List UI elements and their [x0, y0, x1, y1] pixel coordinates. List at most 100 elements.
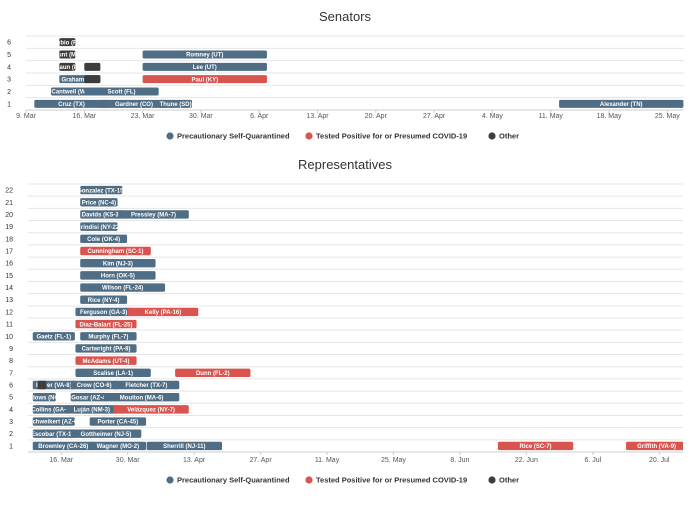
timeline-bar-rect[interactable] [113, 380, 180, 390]
timeline-bar-rect[interactable] [175, 368, 251, 378]
timeline-bar[interactable]: Gonzalez (TX-15) [77, 185, 125, 195]
legend-item-positive[interactable]: Tested Positive for or Presumed COVID-19 [305, 132, 467, 141]
timeline-bar-rect[interactable] [159, 99, 192, 108]
timeline-bar-rect[interactable] [80, 234, 128, 244]
legend-label[interactable]: Precautionary Self-Quarantined [177, 476, 290, 485]
timeline-bar[interactable] [37, 380, 47, 390]
timeline-bar[interactable]: Horn (OK-5) [80, 271, 156, 280]
timeline-bar[interactable]: Scalise (LA-1) [75, 368, 151, 378]
timeline-bar-rect[interactable] [75, 307, 132, 317]
legend-marker[interactable] [166, 476, 174, 484]
timeline-bar-rect[interactable] [103, 392, 180, 402]
timeline-bar[interactable]: Blunt (MO) [52, 50, 83, 59]
timeline-bar[interactable]: Fletcher (TX-7) [113, 380, 180, 390]
timeline-bar-rect[interactable] [75, 319, 137, 329]
timeline-bar-rect[interactable] [84, 62, 101, 71]
timeline-bar-rect[interactable] [113, 405, 189, 414]
legend-item-precautionary[interactable]: Precautionary Self-Quarantined [166, 132, 290, 141]
timeline-bar[interactable]: Murphy (FL-7) [80, 332, 137, 341]
timeline-bar-rect[interactable] [32, 405, 71, 414]
timeline-bar-rect[interactable] [70, 429, 142, 438]
timeline-bar[interactable]: Gardner (CO) [100, 99, 167, 108]
timeline-bar[interactable]: Rubio (FL) [52, 38, 82, 47]
timeline-bar[interactable]: Cartwright (PA-8) [75, 344, 137, 353]
timeline-bar[interactable]: Moulton (MA-6) [103, 392, 180, 402]
timeline-bar[interactable]: Kim (NJ-3) [80, 258, 156, 268]
timeline-bar[interactable]: Brownley (CA-26) [32, 441, 94, 451]
timeline-bar[interactable]: Meadows (NC-11) [19, 392, 69, 402]
timeline-bar-rect[interactable] [75, 368, 151, 378]
timeline-bar-rect[interactable] [59, 62, 76, 71]
timeline-bar[interactable]: Diaz-Balart (FL-25) [75, 319, 137, 329]
timeline-bar[interactable]: Collins (GA-9) [31, 405, 71, 414]
legend-marker[interactable] [305, 132, 313, 140]
legend-label[interactable]: Other [499, 476, 519, 485]
timeline-bar-rect[interactable] [80, 295, 128, 304]
timeline-bar-rect[interactable] [559, 99, 684, 108]
timeline-bar-rect[interactable] [142, 50, 267, 59]
timeline-bar[interactable]: Kelly (PA-16) [127, 307, 199, 316]
timeline-bar[interactable]: Rice (NY-4) [80, 295, 128, 304]
timeline-bar[interactable]: Braun (IN) [53, 62, 82, 71]
timeline-bar[interactable]: Velázquez (NY-7) [113, 405, 189, 414]
timeline-bar-rect[interactable] [80, 271, 156, 280]
timeline-bar[interactable] [84, 62, 101, 71]
legend-label[interactable]: Tested Positive for or Presumed COVID-19 [316, 476, 467, 485]
legend-marker[interactable] [488, 132, 496, 140]
timeline-bar[interactable]: Rice (SC-7) [497, 441, 574, 450]
timeline-bar[interactable]: Wilson (FL-24) [80, 283, 166, 292]
legend-item-other[interactable]: Other [488, 476, 519, 485]
legend-marker[interactable] [305, 476, 313, 484]
timeline-bar[interactable]: Escobar (TX-16) [31, 429, 77, 438]
timeline-bar-rect[interactable] [80, 198, 118, 207]
timeline-bar-rect[interactable] [80, 222, 118, 231]
timeline-bar[interactable]: Lee (UT) [142, 62, 267, 71]
timeline-bar[interactable]: Gosar (AZ-4) [70, 392, 109, 402]
timeline-bar[interactable]: Ferguson (GA-3) [75, 307, 132, 317]
timeline-bar-rect[interactable] [70, 380, 118, 390]
timeline-bar-rect[interactable] [50, 87, 93, 96]
timeline-bar-rect[interactable] [32, 429, 75, 438]
timeline-bar[interactable]: Davids (KS-3) [80, 210, 123, 219]
timeline-bar[interactable]: Romney (UT) [142, 50, 267, 59]
timeline-bar-rect[interactable] [118, 210, 189, 219]
timeline-bar[interactable]: Gottheimer (NJ-5) [70, 429, 142, 438]
timeline-bar-rect[interactable] [80, 185, 123, 195]
timeline-bar-rect[interactable] [32, 441, 94, 451]
timeline-bar-rect[interactable] [32, 392, 56, 402]
timeline-bar[interactable]: Luján (NM-3) [65, 405, 118, 414]
legend-label[interactable]: Other [499, 132, 519, 141]
timeline-bar[interactable]: Thune (SD) [159, 99, 192, 108]
timeline-bar[interactable]: Crow (CO-6) [70, 380, 118, 390]
timeline-bar[interactable]: Griffith (VA-9) [626, 441, 687, 450]
timeline-bar[interactable]: Price (NC-4) [80, 198, 118, 207]
timeline-bar-rect[interactable] [65, 405, 118, 414]
timeline-bar-rect[interactable] [59, 50, 76, 59]
timeline-bar-rect[interactable] [32, 332, 75, 341]
legend-marker[interactable] [488, 476, 496, 484]
timeline-bar[interactable]: Pressley (MA-7) [118, 210, 189, 219]
timeline-bar[interactable]: Schweikert (AZ-6) [28, 417, 79, 426]
timeline-bar-rect[interactable] [34, 99, 109, 108]
timeline-bar[interactable]: Cruz (TX) [34, 99, 109, 108]
legend-item-positive[interactable]: Tested Positive for or Presumed COVID-19 [305, 476, 467, 485]
timeline-bar[interactable]: Dunn (FL-2) [175, 368, 251, 378]
timeline-bar[interactable]: Gaetz (FL-1) [32, 332, 75, 341]
timeline-bar-rect[interactable] [142, 75, 267, 84]
timeline-bar-rect[interactable] [75, 344, 137, 353]
timeline-bar-rect[interactable] [37, 380, 47, 390]
timeline-bar-rect[interactable] [146, 441, 223, 451]
timeline-bar-rect[interactable] [84, 87, 159, 96]
timeline-bar[interactable]: Porter (CA-45) [89, 417, 147, 426]
timeline-bar-rect[interactable] [80, 283, 166, 292]
timeline-bar[interactable]: Alexander (TN) [559, 99, 684, 108]
timeline-bar-rect[interactable] [80, 332, 137, 341]
timeline-bar-rect[interactable] [80, 246, 151, 256]
timeline-bar[interactable]: McAdams (UT-4) [75, 356, 137, 365]
timeline-bar-rect[interactable] [70, 392, 109, 402]
legend-item-other[interactable]: Other [488, 132, 519, 141]
timeline-bar[interactable]: Sherrill (NJ-11) [146, 441, 223, 451]
legend-label[interactable]: Precautionary Self-Quarantined [177, 132, 290, 141]
timeline-bar-rect[interactable] [59, 38, 76, 47]
legend-marker[interactable] [166, 132, 174, 140]
